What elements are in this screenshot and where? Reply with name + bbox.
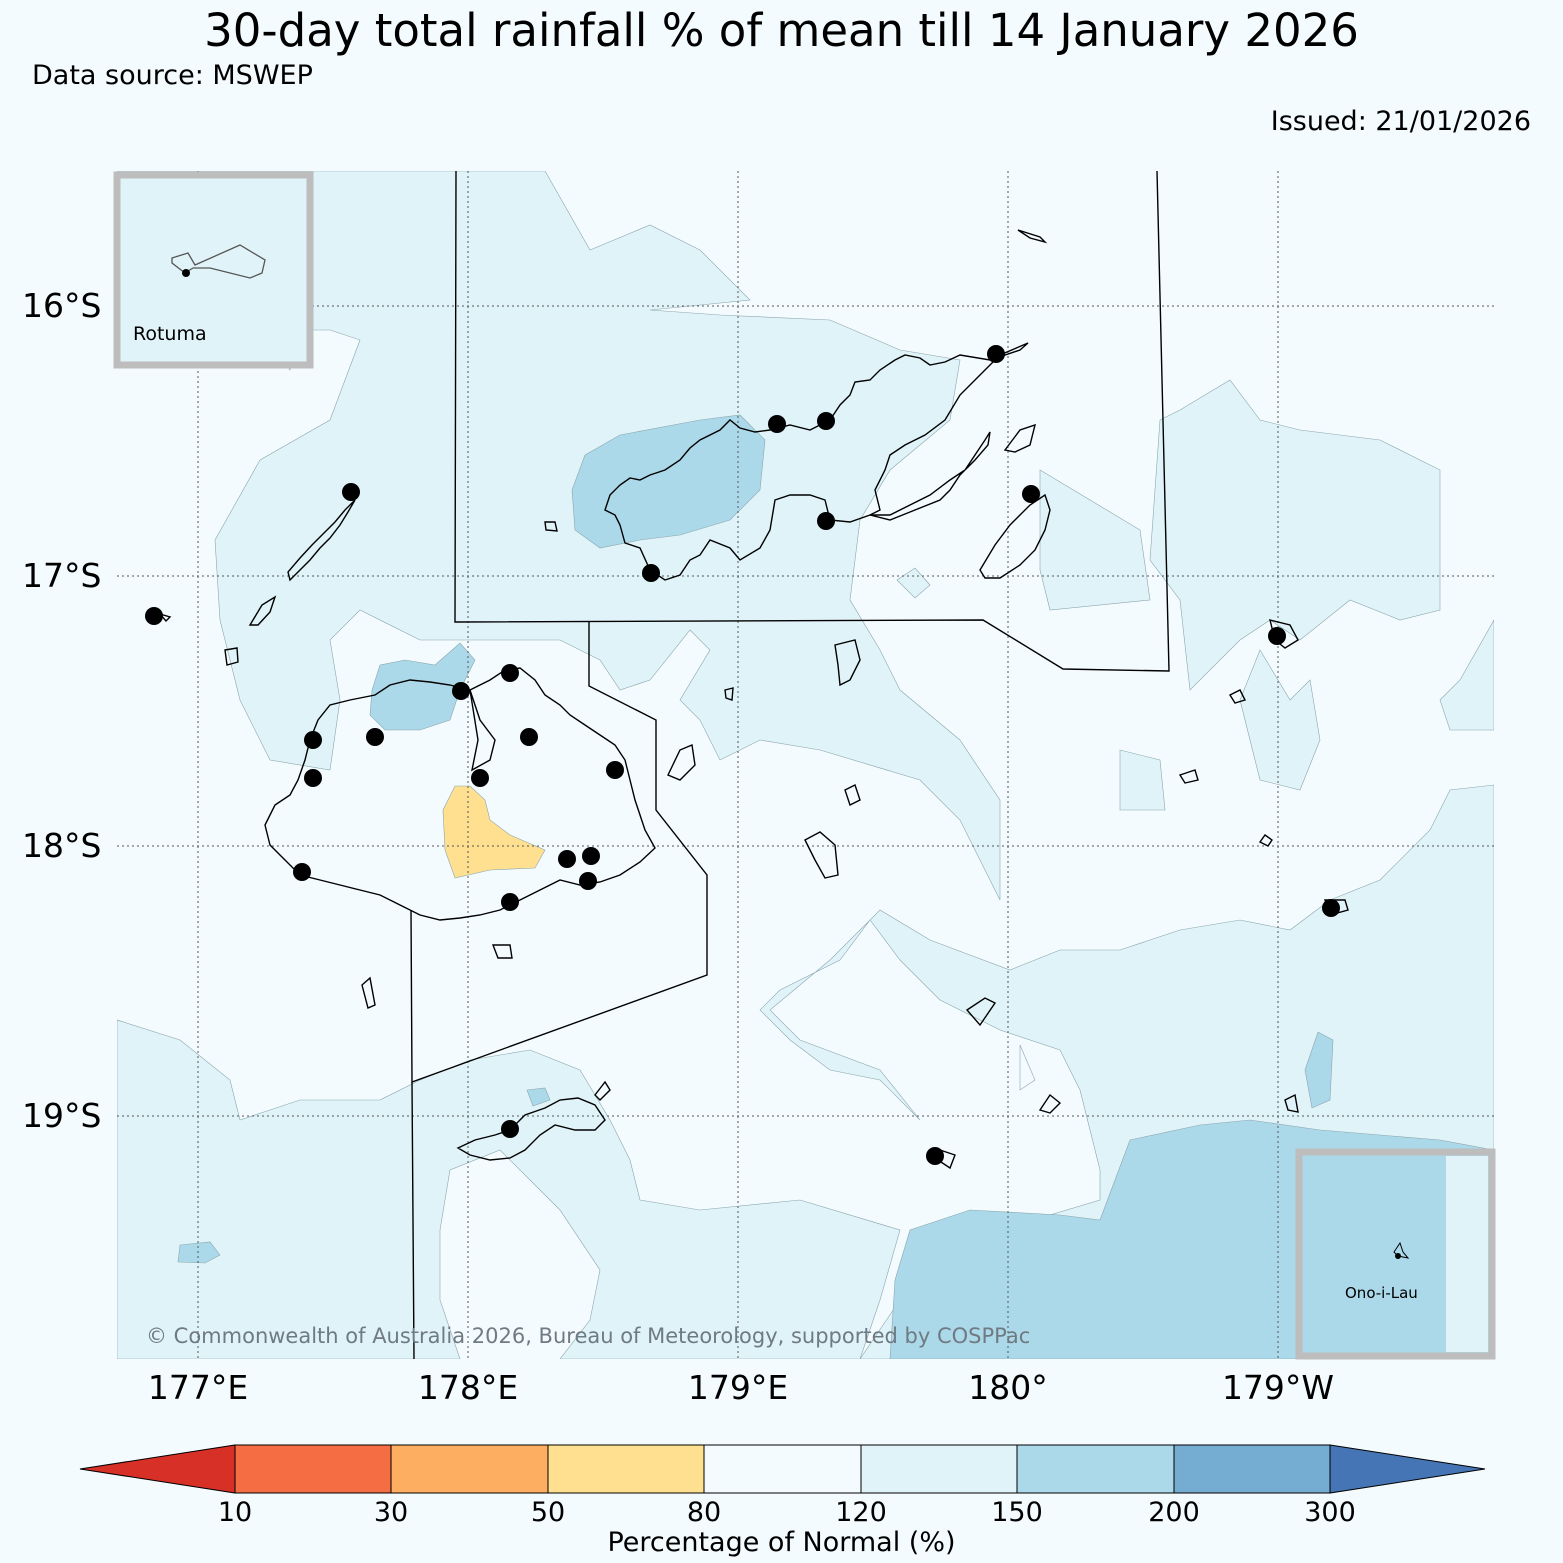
lon-label: 180° xyxy=(968,1368,1048,1407)
lat-label: 19°S xyxy=(22,1096,102,1135)
data-source: Data source: MSWEP xyxy=(32,60,313,91)
station-dot xyxy=(501,664,519,682)
colorbar-tick: 80 xyxy=(686,1497,722,1528)
station-dot xyxy=(817,512,835,530)
lon-label: 177°E xyxy=(147,1368,249,1407)
colorbar-tick: 30 xyxy=(373,1497,409,1528)
lat-label: 17°S xyxy=(22,556,102,595)
station-dot xyxy=(304,769,322,787)
rain-stations xyxy=(145,345,1340,1165)
station-dot xyxy=(520,728,538,746)
station-dot xyxy=(987,345,1005,363)
station-dot xyxy=(582,847,600,865)
station-dot xyxy=(558,850,576,868)
station-dot xyxy=(342,483,360,501)
lat-label: 18°S xyxy=(22,826,102,865)
station-dot xyxy=(768,415,786,433)
station-dot xyxy=(452,682,470,700)
station-dot xyxy=(642,564,660,582)
inset-label-rotuma: Rotuma xyxy=(133,323,207,345)
graticule xyxy=(117,171,1494,1359)
inset-ono-i-lau xyxy=(1295,1148,1496,1360)
lon-label: 179°W xyxy=(1221,1368,1335,1407)
station-dot xyxy=(366,728,384,746)
division-boundaries xyxy=(410,171,1170,1359)
colorbar-tick: 50 xyxy=(530,1497,566,1528)
issued-date: Issued: 21/01/2026 xyxy=(1270,106,1531,137)
lon-label: 179°E xyxy=(687,1368,789,1407)
inset-rotuma xyxy=(113,171,314,369)
station-dot xyxy=(817,412,835,430)
station-dot xyxy=(501,1120,519,1138)
colorbar-tick: 200 xyxy=(1148,1497,1200,1528)
lat-label: 16°S xyxy=(22,286,102,325)
colorbar-tick: 150 xyxy=(991,1497,1043,1528)
station-dot xyxy=(926,1147,944,1165)
rainfall-shading xyxy=(117,171,1494,1359)
inset-label-ono-i-lau: Ono-i-Lau xyxy=(1345,1284,1418,1302)
station-dot xyxy=(606,761,624,779)
station-dot xyxy=(145,607,163,625)
colorbar-tick: 120 xyxy=(835,1497,887,1528)
colorbar-tick: 10 xyxy=(217,1497,253,1528)
station-dot xyxy=(293,863,311,881)
colorbar xyxy=(79,1444,1486,1494)
copyright-notice: © Commonwealth of Australia 2026, Bureau… xyxy=(146,1324,1031,1348)
station-dot xyxy=(1268,627,1286,645)
station-dot xyxy=(471,769,489,787)
station-dot xyxy=(1322,899,1340,917)
station-dot xyxy=(1022,485,1040,503)
station-dot xyxy=(579,872,597,890)
lon-label: 178°E xyxy=(417,1368,519,1407)
colorbar-tick: 300 xyxy=(1304,1497,1356,1528)
map-title: 30-day total rainfall % of mean till 14 … xyxy=(204,4,1359,57)
station-dot xyxy=(501,893,519,911)
station-dot xyxy=(304,731,322,749)
colorbar-title: Percentage of Normal (%) xyxy=(607,1527,956,1558)
